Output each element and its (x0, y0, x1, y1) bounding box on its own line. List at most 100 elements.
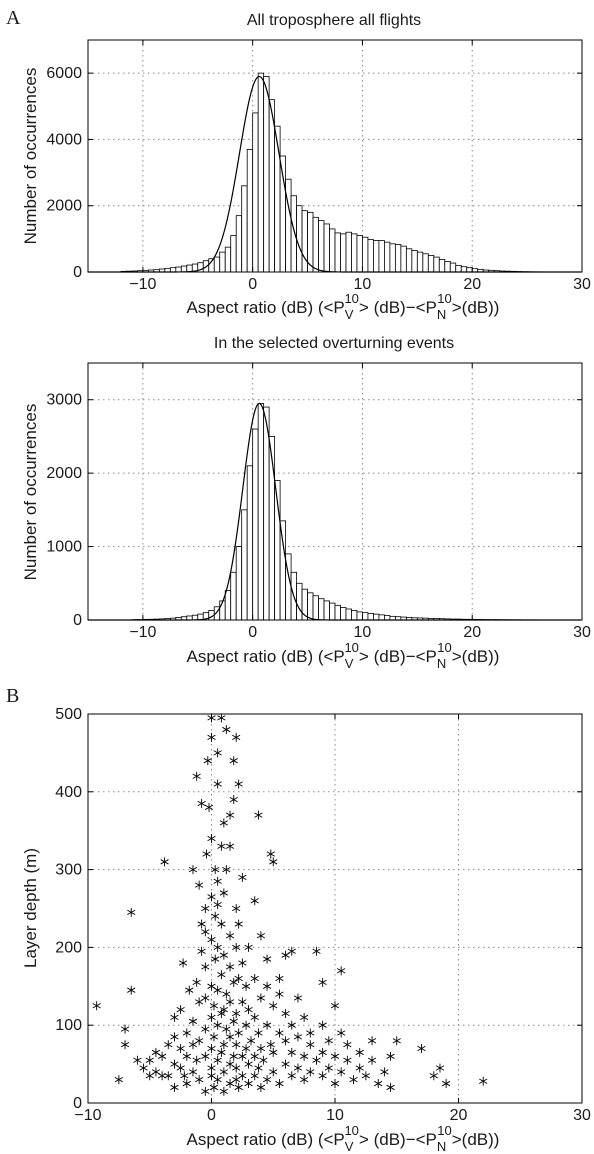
histogram-bar (362, 236, 369, 273)
scatter-point (180, 1071, 189, 1081)
scatter-point (256, 1044, 266, 1054)
scatter-point (225, 1032, 235, 1042)
scatter-point (213, 748, 222, 758)
chart1-x-label: Aspect ratio (dB) (<PV10> (dB)−<PN10>(dB… (187, 291, 500, 322)
scatter-point (201, 1086, 210, 1096)
scatter-point (256, 931, 266, 941)
scatter-point (207, 1044, 216, 1054)
scatter-point (367, 1055, 377, 1065)
scatter-point (222, 865, 231, 875)
histogram-bar (405, 248, 413, 273)
chart1-x-tick-label: 30 (573, 276, 591, 293)
scatter-point (207, 935, 216, 945)
histogram-bar (334, 604, 341, 621)
histogram-bar (455, 264, 462, 273)
scatter-point (217, 713, 226, 723)
scatter-point (244, 1059, 253, 1069)
histogram-bar (312, 595, 319, 621)
histogram-bar (383, 615, 391, 621)
scatter-point (164, 1071, 173, 1081)
scatter-point (207, 892, 216, 902)
scatter-point (250, 1051, 259, 1061)
histogram-bar (279, 520, 287, 621)
scatter-point (306, 1067, 315, 1077)
chart3-x-label: Aspect ratio (dB) (<PV10> (dB)−<PN10>(dB… (187, 1123, 500, 1154)
histogram-bar (351, 233, 358, 273)
scatter-point (127, 907, 136, 917)
scatter-point (207, 1012, 216, 1022)
scatter-point (201, 1024, 210, 1034)
chart3-y-tick-label: 100 (55, 1017, 82, 1034)
scatter-point (133, 1055, 142, 1065)
scatter-point (287, 946, 296, 956)
scatter-point (209, 1032, 219, 1042)
scatter-point (262, 954, 272, 964)
scatter-point (219, 888, 228, 898)
histogram-bar (422, 253, 429, 273)
scatter-point (244, 942, 253, 952)
chart1-y-ticks: 0 2000 4000 6000 (46, 65, 582, 281)
histogram-bar (427, 255, 435, 273)
scatter-point (337, 1067, 346, 1077)
histogram-bar (219, 600, 226, 621)
histogram-bar (235, 546, 243, 621)
chart1-y-tick-label: 2000 (46, 198, 82, 215)
scatter-point (192, 771, 201, 781)
scatter-point (178, 958, 188, 968)
scatter-point (195, 1075, 204, 1085)
chart2-y-tick-label: 2000 (46, 465, 82, 482)
scatter-point (127, 985, 136, 995)
scatter-point (213, 900, 222, 910)
histogram-bar (213, 256, 221, 273)
scatter-point (197, 919, 206, 929)
histogram-bar (257, 402, 265, 621)
scatter-point (195, 997, 204, 1007)
chart3-y-tick-label: 500 (55, 706, 82, 723)
scatter-point (275, 1028, 284, 1038)
scatter-point (246, 1036, 256, 1046)
scatter-point (417, 1044, 426, 1054)
scatter-point (213, 1020, 222, 1030)
chart2-x-label: Aspect ratio (dB) (<PV10> (dB)−<PN10>(dB… (187, 640, 500, 671)
scatter-point (254, 1063, 263, 1073)
scatter-point (234, 919, 243, 929)
chart1-y-tick-label: 0 (73, 264, 82, 281)
scatter-point (318, 1071, 327, 1081)
scatter-point (337, 966, 346, 976)
scatter-point (219, 1086, 228, 1096)
scatter-point (241, 1020, 251, 1030)
histogram-bar (252, 428, 259, 621)
chart3-y-tick-label: 400 (55, 784, 82, 801)
scatter-point (139, 1063, 148, 1073)
scatter-point (266, 1040, 275, 1050)
histogram-bar (373, 613, 380, 621)
scatter-point (185, 985, 194, 995)
scatter-point (232, 1009, 241, 1019)
histogram-bar (312, 216, 319, 273)
scatter-point (229, 1051, 238, 1061)
scatter-point (213, 985, 222, 995)
histogram-bar (373, 240, 380, 273)
scatter-point (244, 1005, 253, 1015)
scatter-point (182, 1028, 191, 1038)
scatter-point (211, 911, 220, 921)
scatter-point (330, 1001, 340, 1011)
scatter-point (219, 950, 228, 960)
chart3-y-tick-label: 0 (73, 1095, 82, 1112)
scatter-point (232, 942, 241, 952)
histogram-bar (433, 256, 440, 273)
chart1-title: All troposphere all flights (247, 12, 421, 29)
histogram-bar (246, 465, 254, 621)
scatter-point (170, 1012, 179, 1022)
histogram-bar (175, 266, 182, 273)
scatter-point (330, 1051, 340, 1061)
histogram-bar (268, 436, 276, 621)
scatter-point (386, 1082, 395, 1092)
scatter-point (306, 1028, 315, 1038)
chart3-x-tick-label: 0 (207, 1107, 216, 1124)
scatter-point (188, 1016, 198, 1026)
chart2-y-tick-label: 1000 (46, 539, 82, 556)
scatter-point (219, 1040, 228, 1050)
scatter-point (232, 904, 241, 913)
scatter-point (324, 1063, 333, 1073)
